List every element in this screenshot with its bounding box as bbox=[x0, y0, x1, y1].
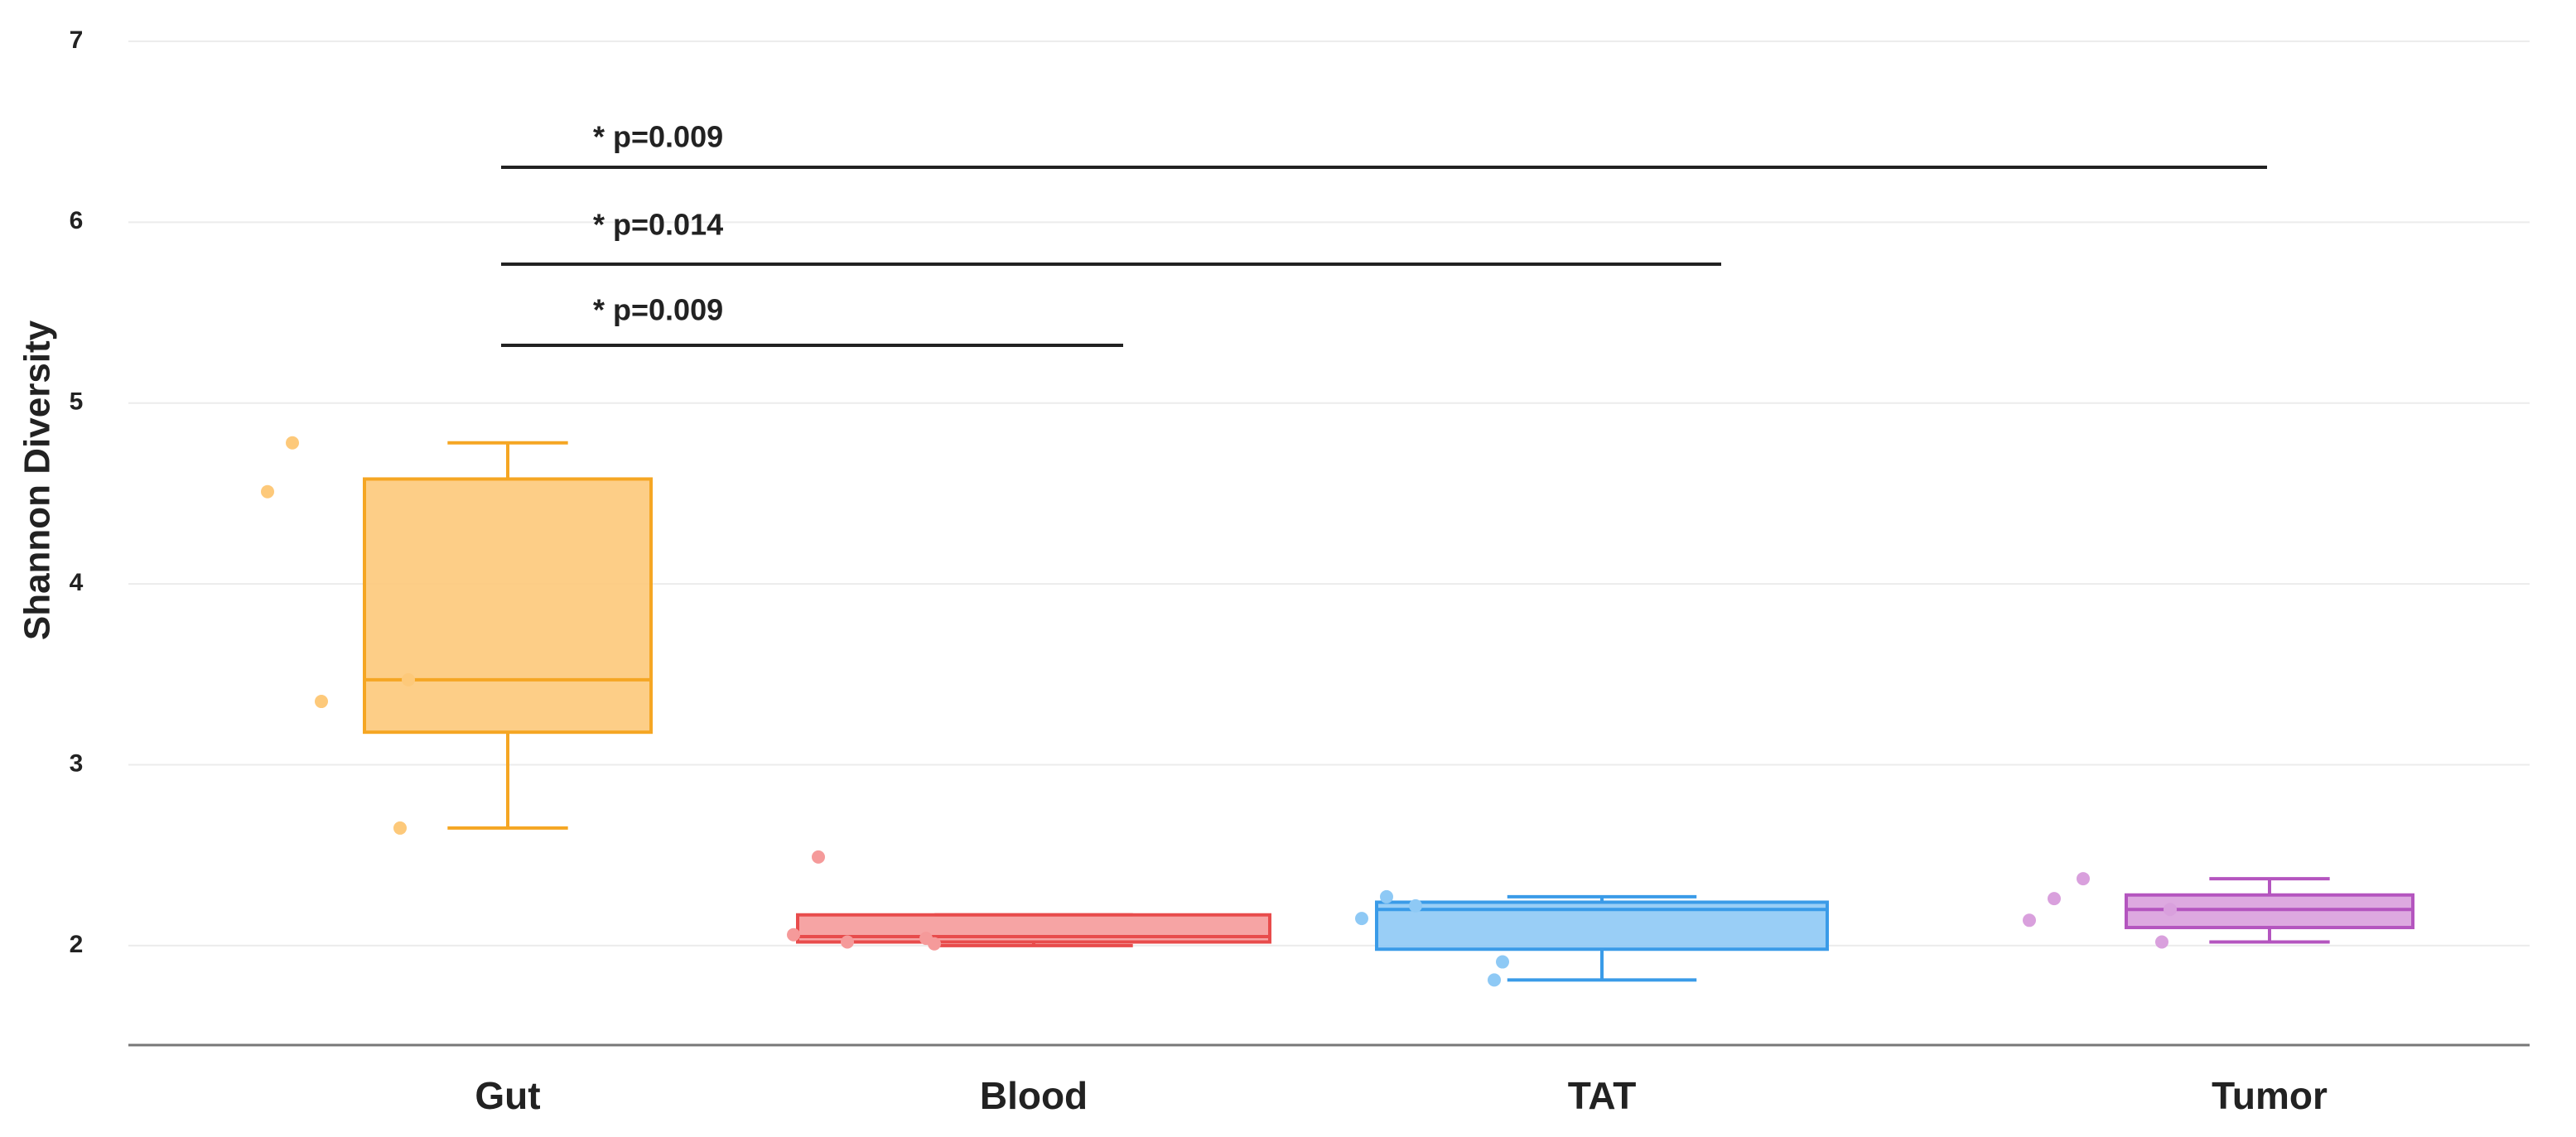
data-point bbox=[812, 850, 825, 864]
significance-label: * p=0.014 bbox=[593, 208, 723, 242]
y-tick-label: 7 bbox=[70, 26, 84, 54]
x-tick-label: Gut bbox=[475, 1074, 540, 1117]
data-point bbox=[315, 695, 328, 709]
data-point bbox=[919, 932, 933, 946]
data-point bbox=[1355, 912, 1368, 926]
x-tick-label: Blood bbox=[980, 1074, 1088, 1117]
box bbox=[2125, 893, 2414, 930]
data-point bbox=[787, 927, 800, 942]
data-point bbox=[841, 935, 854, 949]
data-point bbox=[393, 821, 407, 835]
data-point bbox=[1496, 955, 1509, 969]
data-point bbox=[286, 436, 299, 450]
x-tick-label: Tumor bbox=[2212, 1074, 2328, 1117]
data-point bbox=[402, 672, 415, 687]
data-point bbox=[2023, 913, 2036, 927]
data-point bbox=[2077, 872, 2090, 886]
data-point bbox=[261, 484, 274, 499]
data-point bbox=[1488, 973, 1501, 987]
y-tick-label: 4 bbox=[70, 569, 84, 596]
y-tick-label: 2 bbox=[70, 931, 84, 958]
y-tick-label: 6 bbox=[70, 207, 84, 234]
box bbox=[363, 477, 653, 735]
data-point bbox=[2155, 935, 2168, 949]
data-point bbox=[1409, 899, 1422, 913]
significance-label: * p=0.009 bbox=[593, 293, 723, 327]
data-point bbox=[1380, 889, 1393, 903]
x-tick-label: TAT bbox=[1568, 1074, 1637, 1117]
significance-label: * p=0.009 bbox=[593, 120, 723, 154]
y-tick-label: 5 bbox=[70, 388, 84, 416]
y-axis-label: Shannon Diversity bbox=[17, 320, 58, 640]
data-point bbox=[2048, 892, 2061, 906]
data-point bbox=[2164, 903, 2177, 917]
y-tick-label: 3 bbox=[70, 749, 84, 777]
